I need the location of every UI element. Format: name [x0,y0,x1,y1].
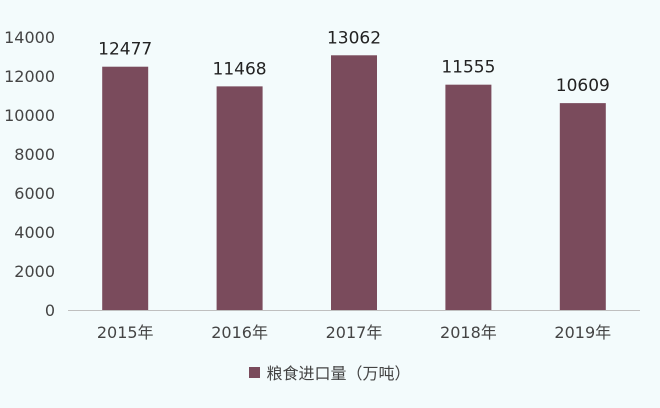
bar [102,66,149,310]
legend-swatch [249,366,261,378]
y-tick-label: 2000 [14,262,55,281]
legend: 粮食进口量（万吨） [0,360,660,384]
data-label: 12477 [98,40,152,60]
y-tick-label: 10000 [4,106,55,125]
y-tick-label: 14000 [4,28,55,47]
y-tick-label: 6000 [14,184,55,203]
data-label: 10609 [556,76,610,96]
bar [216,86,263,311]
bar [559,103,606,310]
x-tick-label: 2017年 [326,323,383,342]
y-tick-label: 0 [45,301,55,320]
y-tick-label: 12000 [4,67,55,86]
y-tick-label: 4000 [14,223,55,242]
data-label: 11468 [213,59,267,79]
data-label: 11555 [441,58,495,78]
x-tick-label: 2016年 [211,323,268,342]
x-tick-label: 2018年 [440,323,497,342]
legend-label: 粮食进口量（万吨） [266,364,411,383]
x-tick-label: 2015年 [97,323,154,342]
x-tick-label: 2019年 [554,323,611,342]
bar [331,55,377,310]
y-tick-label: 8000 [14,145,55,164]
bar [445,84,492,311]
data-label: 13062 [327,28,381,48]
